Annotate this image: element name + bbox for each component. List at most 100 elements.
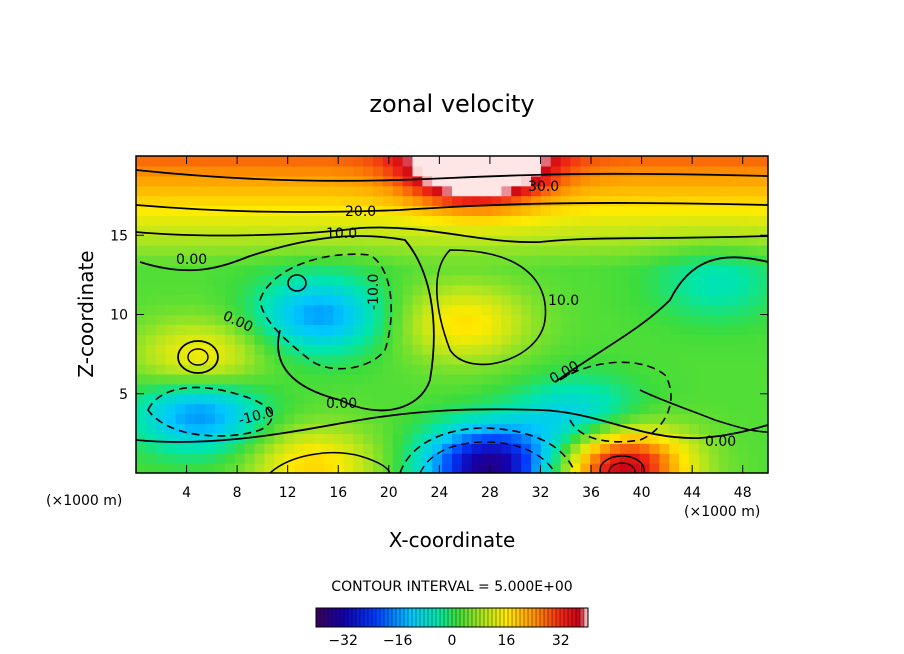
heatmap-cell	[708, 334, 720, 345]
heatmap-cell	[689, 185, 700, 197]
heatmap-cell	[580, 245, 591, 256]
heatmap-cell	[580, 165, 591, 177]
heatmap-cell	[728, 175, 739, 187]
heatmap-cell	[758, 443, 768, 454]
heatmap-cell	[442, 235, 453, 246]
heatmap-cell	[639, 413, 651, 425]
heatmap-cell	[254, 245, 265, 256]
heatmap-cell	[639, 225, 651, 236]
heatmap-cell	[136, 215, 147, 226]
heatmap-cell	[294, 443, 305, 454]
heatmap-cell	[294, 185, 305, 197]
heatmap-cell	[659, 423, 670, 434]
heatmap-cell	[224, 294, 236, 306]
heatmap-cell	[353, 215, 364, 226]
heatmap-cell	[580, 423, 591, 434]
heatmap-cell	[619, 235, 631, 246]
heatmap-cell	[422, 334, 433, 345]
heatmap-cell	[669, 264, 680, 276]
heatmap-cell	[758, 165, 768, 177]
heatmap-cell	[195, 245, 206, 256]
heatmap-cell	[540, 443, 552, 454]
heatmap-cell	[748, 165, 759, 177]
heatmap-cell	[155, 215, 167, 226]
heatmap-cell	[323, 364, 335, 375]
heatmap-cell	[659, 284, 670, 296]
heatmap-cell	[185, 175, 196, 187]
heatmap-cell	[491, 314, 502, 326]
heatmap-cell	[679, 304, 690, 316]
heatmap-cell	[136, 175, 147, 187]
heatmap-cell	[175, 245, 186, 256]
heatmap-cell	[649, 383, 660, 395]
heatmap-cell	[274, 383, 285, 395]
heatmap-cell	[629, 443, 641, 454]
heatmap-cell	[382, 383, 394, 395]
heatmap-cell	[224, 225, 236, 236]
heatmap-cell	[165, 185, 177, 197]
heatmap-cell	[659, 433, 670, 444]
heatmap-cell	[491, 175, 502, 187]
heatmap-cell	[461, 215, 473, 226]
heatmap-cell	[333, 453, 344, 464]
heatmap-cell	[224, 354, 236, 365]
heatmap-cell	[629, 195, 641, 207]
heatmap-cell	[136, 235, 147, 246]
heatmap-cell	[698, 334, 710, 345]
heatmap-cell	[234, 185, 246, 197]
heatmap-cell	[698, 423, 710, 434]
heatmap-cell	[323, 264, 335, 276]
heatmap-cell	[155, 235, 167, 246]
heatmap-cell	[274, 264, 285, 276]
heatmap-cell	[540, 264, 552, 276]
heatmap-cell	[323, 304, 335, 316]
heatmap-cell	[136, 433, 147, 444]
heatmap-cell	[452, 443, 463, 454]
heatmap-cell	[481, 344, 493, 355]
heatmap-cell	[471, 443, 483, 454]
heatmap-cell	[689, 314, 700, 326]
heatmap-cell	[619, 324, 631, 335]
heatmap-cell	[659, 364, 670, 375]
heatmap-cell	[422, 314, 433, 326]
heatmap-cell	[491, 443, 502, 454]
heatmap-cell	[491, 463, 502, 473]
colorbar-bin	[383, 607, 389, 628]
heatmap-cell	[600, 423, 611, 434]
heatmap-cell	[392, 235, 404, 246]
heatmap-cell	[145, 443, 157, 454]
heatmap-cell	[748, 344, 759, 355]
heatmap-cell	[521, 423, 532, 434]
heatmap-cell	[461, 195, 473, 207]
heatmap-cell	[343, 373, 354, 385]
plot-area: 30.0 20.0 10.0 0.00 0.00 0.00 -10.0 10.0…	[110, 155, 769, 501]
heatmap-cell	[570, 294, 581, 306]
heatmap-cell	[728, 364, 739, 375]
heatmap-cell	[521, 215, 532, 226]
heatmap-cell	[689, 364, 700, 375]
heatmap-cell	[738, 463, 749, 473]
heatmap-cell	[718, 274, 730, 286]
colorbar-bin	[323, 607, 329, 628]
heatmap-cell	[422, 235, 433, 246]
heatmap-cell	[284, 413, 295, 425]
contour-0-top	[139, 235, 435, 412]
heatmap-cell	[274, 235, 285, 246]
heatmap-cell	[353, 225, 364, 236]
heatmap-cell	[145, 284, 157, 296]
heatmap-cell	[205, 205, 216, 217]
heatmap-cell	[363, 264, 374, 276]
heatmap-cell	[244, 443, 256, 454]
heatmap-cell	[511, 334, 522, 345]
heatmap-cell	[195, 284, 206, 296]
heatmap-cell	[343, 403, 354, 415]
heatmap-cell	[392, 264, 404, 276]
heatmap-cell	[669, 423, 680, 434]
heatmap-cell	[669, 165, 680, 177]
heatmap-cell	[205, 235, 216, 246]
heatmap-cell	[629, 175, 641, 187]
heatmap-cell	[392, 175, 404, 187]
heatmap-cell	[600, 245, 611, 256]
heatmap-cell	[274, 463, 285, 473]
heatmap-cell	[521, 156, 532, 167]
